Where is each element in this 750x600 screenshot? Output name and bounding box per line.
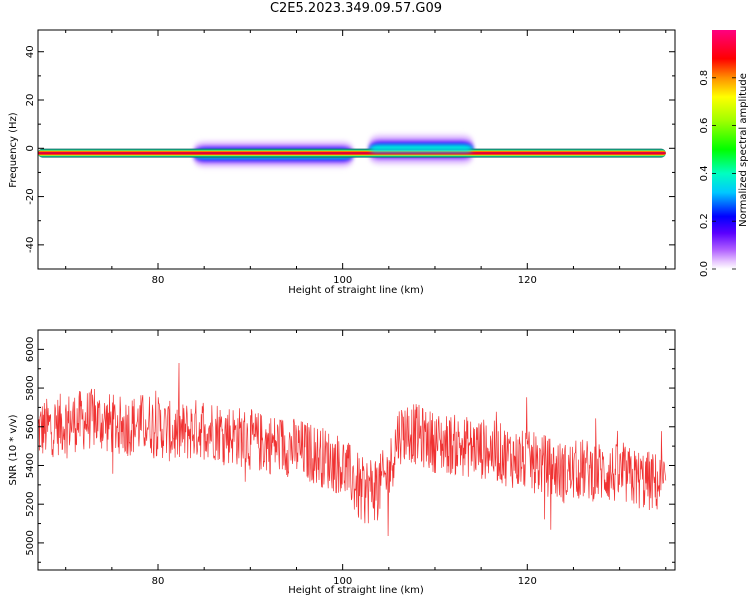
snr-frame — [37, 329, 676, 571]
snr-y-tick-label: 5200 — [25, 491, 36, 516]
spectrogram-bump — [370, 146, 472, 153]
snr-y-tick-label: 5400 — [25, 453, 36, 478]
snr-series-line — [38, 362, 667, 537]
spectrogram-x-axis-label: Height of straight line (km) — [288, 285, 424, 296]
spectrogram-y-tick-label: 0 — [25, 145, 36, 151]
spectrogram-y-tick-label: -40 — [25, 237, 36, 253]
spectrogram-heatmap — [38, 133, 666, 169]
snr-x-axis-label: Height of straight line (km) — [288, 585, 424, 596]
snr-x-tick-label: 80 — [152, 576, 165, 587]
spectrogram-frame — [37, 29, 676, 270]
colorbar-ticks: 0.0 0.2 0.4 0.6 0.8 — [699, 70, 736, 277]
snr-panel: 80 100 120 5000 5200 5400 5600 5800 6000 Height … — [8, 329, 676, 596]
snr-y-tick-label: 5800 — [25, 375, 36, 400]
colorbar-gradient — [712, 30, 736, 269]
spectrogram-axes: 80 100 120 -40 -20 0 20 40 — [25, 30, 675, 286]
colorbar-tick-label: 0.0 — [699, 261, 710, 277]
chart-title: C2E5.2023.349.09.57.G09 — [269, 1, 443, 16]
snr-x-tick-label: 100 — [333, 576, 352, 587]
colorbar-tick-label: 0.6 — [699, 118, 710, 134]
colorbar: 0.0 0.2 0.4 0.6 0.8 Normalized spectral ampl… — [699, 30, 749, 277]
spectrogram-y-axis-label: Frequency (Hz) — [8, 112, 19, 188]
spectrogram-y-tick-label: -20 — [25, 188, 36, 204]
snr-y-tick-label: 5600 — [25, 414, 36, 439]
colorbar-tick-label: 0.2 — [699, 213, 710, 229]
colorbar-tick-label: 0.8 — [699, 70, 710, 86]
spectrogram-y-tick-label: 20 — [25, 94, 36, 107]
snr-axes: 80 100 120 5000 5200 5400 5600 5800 6000 — [25, 329, 675, 587]
spectrogram-x-tick-label: 120 — [518, 275, 537, 286]
spectrogram-main-band — [38, 152, 666, 155]
snr-y-axis-label: SNR (10 * v/v) — [8, 414, 19, 485]
spectrogram-y-tick-label: 40 — [25, 45, 36, 58]
snr-y-tick-label: 6000 — [25, 337, 36, 362]
snr-x-tick-label: 120 — [518, 576, 537, 587]
colorbar-label: Normalized spectral amplitude — [738, 73, 749, 227]
spectrogram-x-tick-label: 100 — [333, 275, 352, 286]
spectrogram-x-tick-label: 80 — [152, 275, 165, 286]
snr-y-tick-label: 5000 — [25, 530, 36, 555]
spectrogram-panel: 80 100 120 -40 -20 0 20 40 Height of straight l… — [8, 29, 676, 296]
colorbar-tick-label: 0.4 — [699, 165, 710, 181]
